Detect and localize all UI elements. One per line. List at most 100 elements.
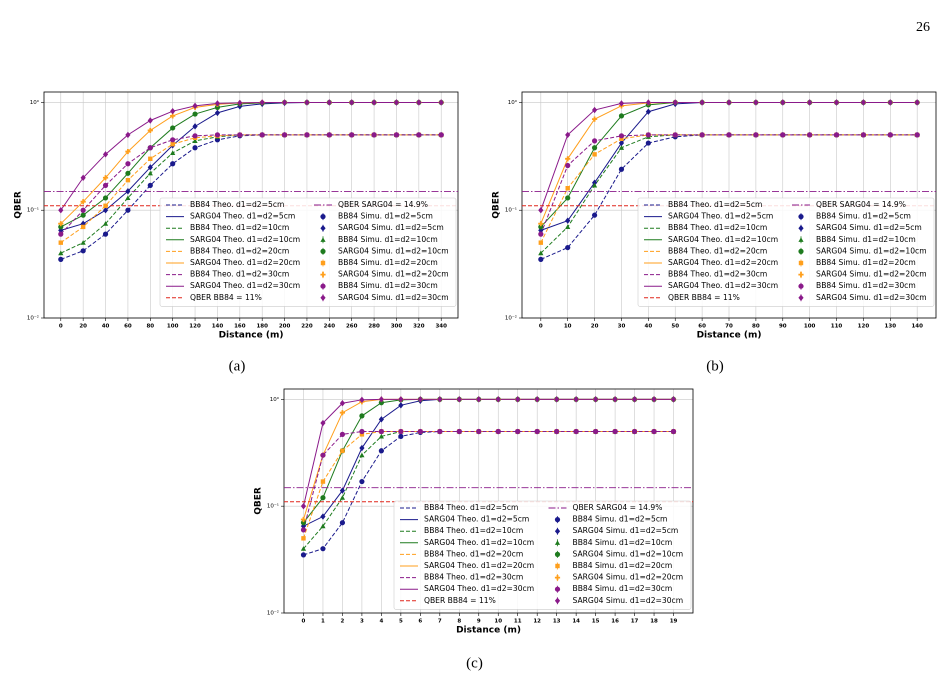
legend-label: SARG04 Simu. d1=d2=10cm xyxy=(338,246,449,255)
data-point xyxy=(320,419,326,427)
legend-label: BB84 Theo. d1=d2=30cm xyxy=(424,573,523,582)
legend-label: BB84 Theo. d1=d2=20cm xyxy=(424,549,523,558)
data-point xyxy=(618,139,625,147)
x-tick-label: 80 xyxy=(752,324,760,330)
data-point xyxy=(612,428,618,435)
legend-marker xyxy=(320,248,326,254)
data-point xyxy=(538,250,544,256)
legend-label: BB84 Theo. d1=d2=10cm xyxy=(190,223,289,232)
data-point xyxy=(125,131,131,139)
page-number: 26 xyxy=(916,20,930,35)
legend-marker xyxy=(798,272,804,278)
x-tick-label: 40 xyxy=(102,324,110,330)
data-point xyxy=(58,250,64,256)
caption: (b) xyxy=(706,358,724,374)
data-point xyxy=(80,207,86,213)
legend-label: BB84 Simu. d1=d2=20cm xyxy=(338,258,438,267)
data-point xyxy=(359,396,365,404)
data-point xyxy=(58,240,63,245)
legend-marker xyxy=(798,225,804,232)
y-tick-label: 10⁻¹ xyxy=(267,503,279,510)
legend-label: BB84 Simu. d1=d2=20cm xyxy=(573,561,673,570)
legend-label: QBER SARG04 = 14.9% xyxy=(816,200,906,209)
data-point xyxy=(170,113,176,119)
data-point xyxy=(339,431,346,437)
legend-label: QBER BB84 = 11% xyxy=(424,596,496,605)
caption: (c) xyxy=(466,655,483,671)
data-point xyxy=(538,240,544,245)
theory-line xyxy=(302,431,674,531)
data-point xyxy=(340,448,345,453)
x-tick-label: 70 xyxy=(725,324,733,330)
data-point xyxy=(887,132,893,138)
x-tick-label: 340 xyxy=(435,324,447,330)
data-point xyxy=(58,224,64,230)
legend-label: SARG04 Simu. d1=d2=10cm xyxy=(816,246,927,255)
data-point xyxy=(807,132,813,138)
legend-label: BB84 Simu. d1=d2=5cm xyxy=(573,515,668,524)
data-point xyxy=(349,99,355,106)
data-point xyxy=(371,99,377,106)
data-point xyxy=(515,428,521,435)
legend-label: SARG04 Simu. d1=d2=30cm xyxy=(573,596,684,605)
data-point xyxy=(237,132,243,138)
data-point xyxy=(102,207,109,214)
legend-label: QBER BB84 = 11% xyxy=(190,293,262,302)
data-point xyxy=(214,109,221,117)
data-point xyxy=(58,221,64,227)
y-tick-label: 10⁰ xyxy=(270,396,280,403)
legend-marker xyxy=(320,294,326,301)
data-point xyxy=(339,410,346,416)
x-tick-label: 0 xyxy=(539,324,543,330)
legend-marker xyxy=(798,237,804,242)
data-point xyxy=(359,428,365,435)
data-point xyxy=(914,99,920,106)
data-point xyxy=(631,396,638,403)
legend-label: SARG04 Theo. d1=d2=10cm xyxy=(424,538,534,547)
x-tick-label: 4 xyxy=(379,619,383,625)
x-tick-label: 100 xyxy=(804,324,816,330)
data-point xyxy=(300,520,307,526)
data-point xyxy=(371,132,377,138)
legend-label: BB84 Simu. d1=d2=30cm xyxy=(573,584,673,593)
data-point xyxy=(359,444,365,452)
x-tick-label: 280 xyxy=(368,324,380,330)
data-point xyxy=(591,179,598,186)
legend-label: SARG04 Simu. d1=d2=30cm xyxy=(338,293,449,302)
data-point xyxy=(416,99,422,106)
plot-frame xyxy=(521,91,937,319)
x-tick-label: 30 xyxy=(618,324,626,330)
x-tick-label: 110 xyxy=(831,324,843,330)
legend-box xyxy=(393,500,692,610)
data-point xyxy=(147,170,153,176)
legend-label: SARG04 Simu. d1=d2=5cm xyxy=(573,526,679,535)
data-point xyxy=(281,132,288,138)
data-point xyxy=(476,396,482,403)
data-point xyxy=(320,546,326,552)
data-point xyxy=(726,132,732,138)
legend-label: BB84 Simu. d1=d2=10cm xyxy=(573,538,673,547)
data-point xyxy=(565,186,570,191)
data-point xyxy=(102,182,109,188)
legend-label: SARG04 Simu. d1=d2=20cm xyxy=(573,573,684,582)
x-tick-label: 20 xyxy=(79,324,87,330)
legend-marker xyxy=(798,260,804,266)
x-tick-label: 320 xyxy=(413,324,425,330)
x-tick-label: 130 xyxy=(885,324,897,330)
data-point xyxy=(631,428,638,435)
legend-label: QBER BB84 = 11% xyxy=(668,293,740,302)
data-point xyxy=(612,396,618,403)
x-tick-label: 2 xyxy=(341,619,345,625)
data-point xyxy=(753,132,759,138)
data-point xyxy=(102,231,109,237)
x-tick-label: 20 xyxy=(591,324,599,330)
data-point xyxy=(300,546,307,551)
legend-marker xyxy=(554,586,561,592)
data-point xyxy=(538,207,544,214)
data-point xyxy=(398,402,404,409)
data-point xyxy=(417,396,423,403)
x-axis-label: Distance (m) xyxy=(219,331,284,341)
x-tick-label: 12 xyxy=(533,619,541,625)
data-point xyxy=(645,140,651,146)
data-point xyxy=(573,428,579,435)
